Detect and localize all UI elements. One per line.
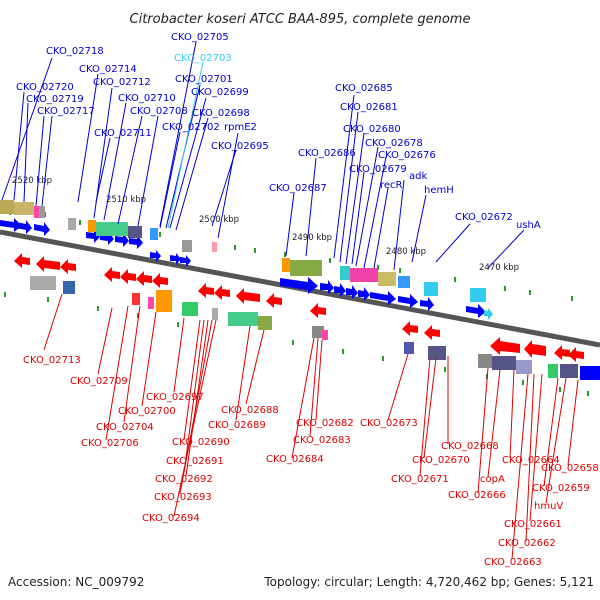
gene-label: CKO_02720 bbox=[16, 82, 74, 93]
gene-label: CKO_02709 bbox=[70, 376, 128, 387]
gene-label: CKO_02668 bbox=[441, 441, 499, 452]
gene-label: CKO_02683 bbox=[293, 435, 351, 446]
gene-label: CKO_02676 bbox=[378, 150, 436, 161]
gene-label: CKO_02706 bbox=[81, 438, 139, 449]
gene-label: CKO_02680 bbox=[343, 124, 401, 135]
bottom-gene-labels: CKO_02713 CKO_02709 CKO_02697 CKO_02700 … bbox=[23, 355, 599, 568]
gene-label: ushA bbox=[516, 220, 541, 231]
gene-label: CKO_02666 bbox=[448, 490, 506, 501]
gene-label: CKO_02695 bbox=[211, 141, 269, 152]
gene-label: CKO_02685 bbox=[335, 83, 393, 94]
gene-label: CKO_02705 bbox=[171, 32, 229, 43]
gene-label-highlight: CKO_02703 bbox=[174, 53, 232, 64]
bottom-leaders bbox=[43, 293, 579, 560]
gene-label: CKO_02711 bbox=[94, 128, 152, 139]
map-title: Citrobacter koseri ATCC BAA-895, complet… bbox=[130, 12, 471, 27]
tick-label: 2490 kbp bbox=[292, 233, 332, 243]
gene-label: CKO_02710 bbox=[118, 93, 176, 104]
gene-label: CKO_02698 bbox=[192, 108, 250, 119]
gene-label: hemH bbox=[424, 185, 454, 196]
topology-summary: Topology: circular; Length: 4,720,462 bp… bbox=[263, 575, 594, 589]
tick-label: 2520 kbp bbox=[12, 176, 52, 186]
gene-label: CKO_02670 bbox=[412, 455, 470, 466]
top-gene-labels: CKO_02718 CKO_02705 CKO_02703 CKO_02720 … bbox=[16, 32, 541, 231]
tick-row-top bbox=[9, 210, 573, 301]
gene-label: CKO_02672 bbox=[455, 212, 513, 223]
gene-label: CKO_02681 bbox=[340, 102, 398, 113]
gene-label: CKO_02702 bbox=[162, 122, 220, 133]
accession-text: Accession: NC_009792 bbox=[8, 575, 144, 589]
gene-label: CKO_02671 bbox=[391, 474, 449, 485]
gene-label: CKO_02679 bbox=[349, 164, 407, 175]
gene-label: CKO_02686 bbox=[298, 148, 356, 159]
reverse-genes bbox=[14, 253, 584, 362]
gene-label: CKO_02713 bbox=[23, 355, 81, 366]
gene-label: CKO_02673 bbox=[360, 418, 418, 429]
tick-labels: 2520 kbp 2510 kbp 2500 kbp 2490 kbp 2480… bbox=[12, 176, 519, 273]
tick-label: 2470 kbp bbox=[479, 263, 519, 273]
gene-label: CKO_02714 bbox=[79, 64, 137, 75]
gene-label: CKO_02701 bbox=[175, 74, 233, 85]
gene-label: CKO_02697 bbox=[146, 392, 204, 403]
highlight-leader bbox=[167, 61, 204, 229]
gene-label: CKO_02659 bbox=[532, 483, 590, 494]
gene-label: copA bbox=[480, 474, 505, 485]
tick-label: 2480 kbp bbox=[386, 247, 426, 257]
gene-label: CKO_02663 bbox=[484, 557, 542, 568]
gene-label: CKO_02661 bbox=[504, 519, 562, 530]
gene-label: CKO_02692 bbox=[155, 474, 213, 485]
gene-label: CKO_02684 bbox=[266, 454, 324, 465]
gene-label: CKO_02690 bbox=[172, 437, 230, 448]
gene-label: CKO_02694 bbox=[142, 513, 200, 524]
gene-label: CKO_02718 bbox=[46, 46, 104, 57]
top-leaders bbox=[1, 41, 525, 271]
gene-label: CKO_02699 bbox=[191, 87, 249, 98]
gene-label: CKO_02717 bbox=[37, 106, 95, 117]
gene-label: CKO_02688 bbox=[221, 405, 279, 416]
gene-label: CKO_02687 bbox=[269, 183, 327, 194]
gene-label: adk bbox=[409, 171, 427, 182]
gene-label: CKO_02689 bbox=[208, 420, 266, 431]
gene-label: CKO_02691 bbox=[166, 456, 224, 467]
gene-label: CKO_02682 bbox=[296, 418, 354, 429]
gene-label: CKO_02678 bbox=[365, 138, 423, 149]
tick-label: 2500 kbp bbox=[199, 215, 239, 225]
gene-label: CKO_02662 bbox=[498, 538, 556, 549]
gene-label: CKO_02712 bbox=[93, 77, 151, 88]
feature-boxes-bottom bbox=[30, 276, 600, 380]
gene-label: CKO_02658 bbox=[541, 463, 599, 474]
forward-genes bbox=[0, 218, 493, 320]
feature-boxes-top bbox=[0, 200, 486, 302]
gene-label: CKO_02719 bbox=[26, 94, 84, 105]
gene-label: recR bbox=[380, 180, 403, 191]
gene-label: CKO_02704 bbox=[96, 422, 154, 433]
gene-label: CKO_02664 bbox=[502, 455, 560, 466]
gene-label: CKO_02700 bbox=[118, 406, 176, 417]
gene-label: hmuV bbox=[534, 501, 563, 512]
gene-label: CKO_02693 bbox=[154, 492, 212, 503]
tick-label: 2510 kbp bbox=[106, 195, 146, 205]
gene-label: rpmE2 bbox=[224, 122, 257, 133]
gene-label: CKO_02708 bbox=[130, 106, 188, 117]
